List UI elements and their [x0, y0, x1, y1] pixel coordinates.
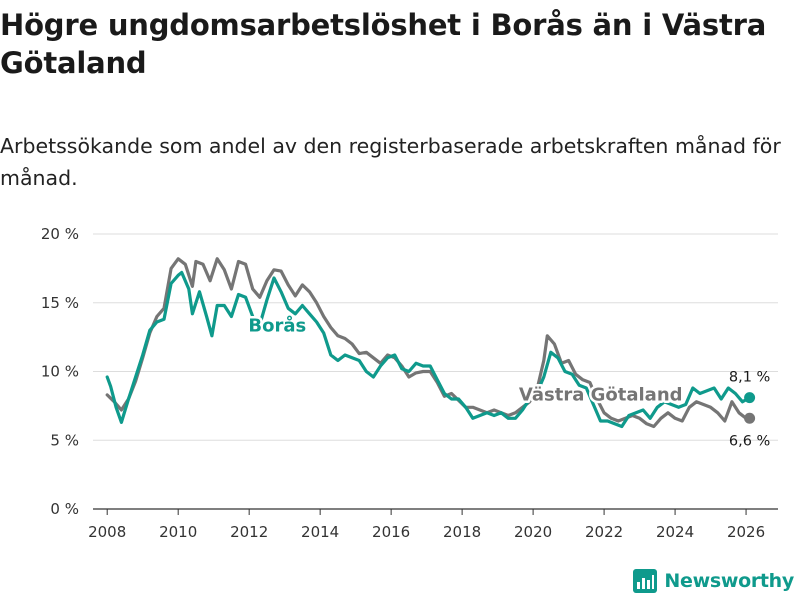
chart-title: Högre ungdomsarbetslöshet i Borås än i V…: [0, 8, 767, 80]
series-line-v-stra-g-taland: [105, 257, 752, 429]
series-label-vastra-gotaland: Västra Götaland: [519, 384, 683, 405]
end-label-vastra-gotaland: 6,6 %: [729, 433, 770, 449]
y-tick-label: 0 %: [50, 500, 79, 518]
newsworthy-logo-icon: [633, 569, 658, 593]
newsworthy-brand[interactable]: Newsworthy: [632, 568, 794, 594]
end-point-vastra-gotaland: [744, 412, 756, 424]
x-tick-label: 2018: [443, 523, 481, 541]
series-label-boras-halo: Borås: [248, 314, 306, 336]
x-tick-label: 2022: [585, 523, 623, 541]
y-tick-label: 20 %: [41, 225, 79, 243]
x-tick-label: 2020: [514, 523, 552, 541]
y-tick-label: 5 %: [50, 431, 79, 449]
x-tick-label: 2012: [230, 523, 268, 541]
grid-layer: 0 % 5 % 10 % 15 % 20 % 2008 2010 2012 2014 2016 20…: [41, 225, 778, 541]
x-tick-label: 2014: [301, 523, 339, 541]
line-layer: [105, 257, 752, 429]
brand-name: Newsworthy: [664, 570, 794, 592]
end-point-boras: [744, 392, 756, 404]
end-label-boras: 8,1 %: [729, 370, 770, 386]
series-line-bor-s: [105, 270, 752, 429]
x-tick-label: 2010: [159, 523, 197, 541]
x-tick-label: 2008: [88, 523, 126, 541]
y-tick-label: 10 %: [41, 363, 79, 381]
series-label-boras: Borås: [248, 314, 306, 336]
x-tick-label: 2026: [727, 523, 765, 541]
x-tick-label: 2024: [656, 523, 694, 541]
chart-subtitle: Arbetssökande som andel av den registerb…: [0, 134, 781, 190]
x-tick-label: 2016: [372, 523, 410, 541]
y-tick-label: 15 %: [41, 294, 79, 312]
series-label-vastra-gotaland-halo: Västra Götaland: [519, 384, 683, 405]
